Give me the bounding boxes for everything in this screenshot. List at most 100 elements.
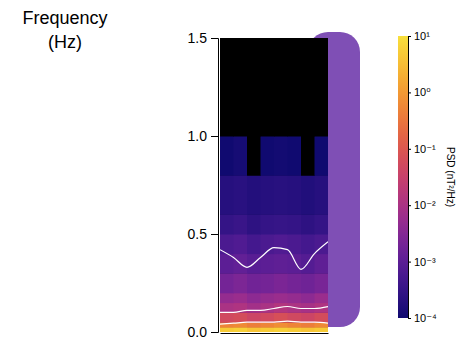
heatmap-cell (288, 273, 302, 293)
heatmap-cell (301, 303, 315, 313)
heatmap-cell (247, 327, 261, 332)
heatmap-cell (288, 175, 302, 215)
heatmap-cell (301, 273, 315, 293)
colorbar-tick: 10⁻² (408, 199, 436, 211)
y-axis-line (211, 39, 219, 333)
y-tick: 0.0 (188, 324, 218, 340)
heatmap-cell (247, 322, 261, 327)
colorbar-tick-label: 10⁻¹ (414, 143, 436, 155)
heatmap-cell (247, 234, 261, 254)
heatmap-cell (234, 175, 248, 215)
heatmap-cell (301, 136, 315, 176)
heatmap-cell (234, 136, 248, 176)
heatmap-cell (274, 327, 288, 332)
colorbar-tick: 10⁻³ (408, 256, 436, 268)
heatmap-cell (261, 175, 275, 215)
heatmap-cell (220, 214, 234, 234)
colorbar-tick-label: 10⁻⁴ (414, 312, 437, 324)
heatmap-cell (301, 97, 315, 137)
heatmap-cell (274, 322, 288, 327)
heatmap-cell (234, 312, 248, 322)
heatmap-cell (274, 175, 288, 215)
colorbar-tick-label: 10⁻³ (414, 256, 436, 268)
heatmap-cell (315, 175, 329, 215)
y-tick: 1.5 (188, 30, 218, 46)
heatmap-cell (315, 312, 329, 322)
colorbar-tick: 10¹ (408, 30, 430, 42)
heatmap-cell (261, 38, 275, 58)
y-tick-label: 0.5 (188, 226, 208, 242)
colorbar-tick-label: 10¹ (414, 30, 430, 42)
heatmap-cell (261, 303, 275, 313)
y-tick-label: 1.5 (188, 30, 208, 46)
heatmap-cell (247, 303, 261, 313)
heatmap-cell (220, 175, 234, 215)
heatmap-cell (315, 293, 329, 303)
heatmap-cell (288, 254, 302, 274)
heatmap-cell (220, 136, 234, 176)
y-axis-title: Frequency(Hz) (22, 8, 107, 52)
y-axis-title-line: Frequency (22, 8, 107, 28)
heatmap-cell (274, 38, 288, 58)
heatmap-cell (274, 58, 288, 98)
x-axis-line (221, 333, 329, 334)
chart: 0.00.51.01.5Frequency(Hz)10⁻⁴10⁻³10⁻²10⁻… (0, 0, 462, 347)
heatmap-cell (288, 293, 302, 303)
heatmap-cell (247, 38, 261, 58)
colorbar-tick: 10⁻⁴ (408, 312, 437, 324)
heatmap-cell (274, 214, 288, 234)
heatmap-cell (288, 58, 302, 98)
colorbar-axis: 10⁻⁴ 10⁻³ 10⁻² 10⁻¹ 10⁰ 10¹ (408, 30, 437, 324)
colorbar-tick: 10⁻¹ (408, 143, 436, 155)
y-axis: 0.00.51.01.5 (188, 30, 219, 340)
plot-background (220, 38, 328, 332)
heatmap-cell (274, 136, 288, 176)
heatmap-cell (220, 38, 234, 58)
heatmap-cell (261, 136, 275, 176)
heatmap-cell (220, 293, 234, 303)
heatmap-cell (315, 97, 329, 137)
heatmap-cell (288, 322, 302, 327)
colorbar-tick-mark (408, 205, 411, 206)
line (220, 321, 328, 324)
y-tick-mark (211, 38, 218, 39)
colorbar-tick-mark (408, 149, 411, 150)
heatmap-cell (261, 273, 275, 293)
heatmap-cell (234, 293, 248, 303)
heatmap-cell (261, 293, 275, 303)
colorbar-tick-mark (408, 92, 411, 93)
heatmap-cell (301, 175, 315, 215)
heatmap-cell (261, 322, 275, 327)
heatmap-cell (274, 234, 288, 254)
heatmap-cell (247, 97, 261, 137)
heatmap-cell (234, 273, 248, 293)
line (220, 307, 328, 313)
colorbar-tick-mark (408, 36, 411, 37)
heatmap-cell (315, 254, 329, 274)
heatmap-cell (288, 38, 302, 58)
heatmap-cell (220, 58, 234, 98)
heatmap-cell (220, 97, 234, 137)
side-shape (308, 32, 360, 327)
plot-area (220, 38, 328, 332)
heatmap-cell (247, 175, 261, 215)
colorbar-axis-line (409, 37, 412, 319)
heatmap-cell (261, 58, 275, 98)
heatmap-cell (274, 273, 288, 293)
heatmap-cell (234, 214, 248, 234)
heatmap-cell (247, 58, 261, 98)
heatmap-cell (315, 38, 329, 58)
heatmap-cell (315, 273, 329, 293)
y-tick-label: 0.0 (188, 324, 208, 340)
colorbar-tick: 10⁰ (408, 86, 431, 98)
heatmap-cell (288, 136, 302, 176)
heatmap-cell (261, 214, 275, 234)
heatmap-cell (234, 234, 248, 254)
heatmap-cell (288, 327, 302, 332)
heatmap-cell (234, 38, 248, 58)
colorbar-tick-mark (408, 318, 411, 319)
heatmap-cell (234, 327, 248, 332)
heatmap-cell (247, 312, 261, 322)
y-tick: 0.5 (188, 226, 218, 242)
colorbar-title: PSD (nT²/Hz) (445, 147, 456, 207)
